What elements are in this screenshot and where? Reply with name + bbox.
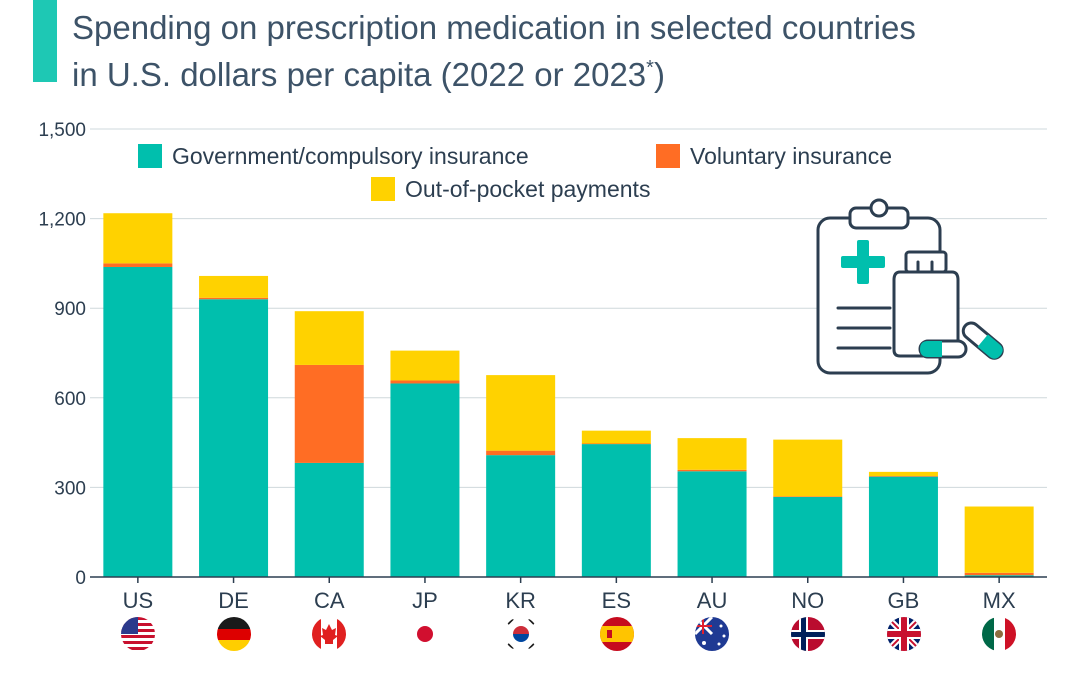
legend-label-0: Government/compulsory insurance bbox=[172, 143, 529, 169]
no-flag-icon bbox=[791, 617, 825, 651]
bar-segment-de-2 bbox=[199, 275, 269, 298]
x-category-label: CA bbox=[314, 588, 345, 613]
bar-segment-jp-0 bbox=[390, 383, 460, 577]
bar-segment-us-0 bbox=[103, 266, 173, 577]
bar-segment-gb-1 bbox=[868, 476, 938, 477]
medical-cross-icon bbox=[841, 240, 885, 284]
bar-segment-au-0 bbox=[677, 471, 747, 577]
legend-swatch-1 bbox=[656, 144, 680, 168]
bar-segment-ca-2 bbox=[294, 311, 364, 365]
x-category-label: ES bbox=[602, 588, 631, 613]
bar-segment-kr-2 bbox=[486, 375, 556, 451]
bar-segment-jp-2 bbox=[390, 350, 460, 381]
bar-segment-es-0 bbox=[581, 444, 651, 577]
legend-swatch-2 bbox=[371, 177, 395, 201]
title-footnote-mark: * bbox=[646, 57, 654, 79]
x-category-label: US bbox=[123, 588, 154, 613]
bar-segment-es-1 bbox=[581, 443, 651, 445]
x-category-label: JP bbox=[412, 588, 438, 613]
bar-segment-mx-0 bbox=[964, 575, 1034, 577]
es-flag-icon bbox=[600, 617, 634, 651]
gb-flag-icon bbox=[887, 617, 921, 651]
bar-segment-no-2 bbox=[773, 439, 843, 497]
bar-segment-au-1 bbox=[677, 469, 747, 472]
y-tick-label: 300 bbox=[54, 478, 86, 499]
legend: Government/compulsory insurance Voluntary… bbox=[138, 143, 892, 202]
legend-label-2: Out-of-pocket payments bbox=[405, 176, 650, 202]
x-category-label: GB bbox=[888, 588, 920, 613]
mx-flag-icon bbox=[982, 617, 1016, 651]
bar-segment-kr-1 bbox=[486, 450, 556, 456]
bars bbox=[103, 213, 1034, 577]
chart-title: Spending on prescription medication in s… bbox=[72, 8, 1062, 95]
au-flag-icon bbox=[695, 617, 729, 651]
y-tick-label: 600 bbox=[54, 389, 86, 410]
bar-segment-de-0 bbox=[199, 299, 269, 577]
legend-label-1: Voluntary insurance bbox=[690, 143, 892, 169]
us-flag-icon bbox=[121, 617, 155, 651]
title-line-2-end: ) bbox=[653, 56, 665, 93]
axes: 0 300 600 900 1,200 1,500 US DE CA JP KR ES AU NO GB MX bbox=[38, 120, 1047, 613]
bar-segment-mx-1 bbox=[964, 572, 1034, 576]
medical-illustration bbox=[816, 198, 1004, 375]
bar-segment-ca-1 bbox=[294, 364, 364, 463]
title-accent-bar bbox=[33, 0, 57, 82]
x-category-label: NO bbox=[791, 588, 824, 613]
bar-segment-jp-1 bbox=[390, 380, 460, 384]
x-category-label: KR bbox=[505, 588, 536, 613]
bar-segment-ca-0 bbox=[294, 462, 364, 577]
x-category-label: DE bbox=[218, 588, 249, 613]
pill-capsule-icon bbox=[918, 321, 1004, 360]
bar-segment-us-1 bbox=[103, 263, 173, 267]
bar-segment-kr-0 bbox=[486, 455, 556, 577]
bar-segment-no-1 bbox=[773, 496, 843, 497]
bar-segment-no-0 bbox=[773, 496, 843, 577]
y-tick-label: 900 bbox=[54, 299, 86, 320]
bar-segment-es-2 bbox=[581, 430, 651, 444]
bar-segment-de-1 bbox=[199, 297, 269, 300]
bar-segment-gb-2 bbox=[868, 471, 938, 477]
bar-segment-mx-2 bbox=[964, 506, 1034, 573]
bar-segment-us-2 bbox=[103, 213, 173, 264]
legend-swatch-0 bbox=[138, 144, 162, 168]
de-flag-icon bbox=[217, 617, 251, 651]
title-line-2: in U.S. dollars per capita (2022 or 2023 bbox=[72, 56, 647, 93]
title-line-1: Spending on prescription medication in s… bbox=[72, 9, 916, 46]
bar-segment-gb-0 bbox=[868, 476, 938, 577]
jp-flag-icon bbox=[408, 617, 442, 651]
bar-segment-au-2 bbox=[677, 438, 747, 470]
ca-flag-icon bbox=[312, 617, 346, 651]
kr-flag-icon bbox=[504, 617, 538, 651]
x-category-label: MX bbox=[983, 588, 1016, 613]
x-category-label: AU bbox=[697, 588, 728, 613]
medicine-bottle-icon bbox=[892, 250, 960, 358]
y-tick-label: 1,500 bbox=[38, 120, 86, 141]
y-tick-label: 1,200 bbox=[38, 210, 86, 231]
y-tick-label: 0 bbox=[75, 568, 86, 589]
